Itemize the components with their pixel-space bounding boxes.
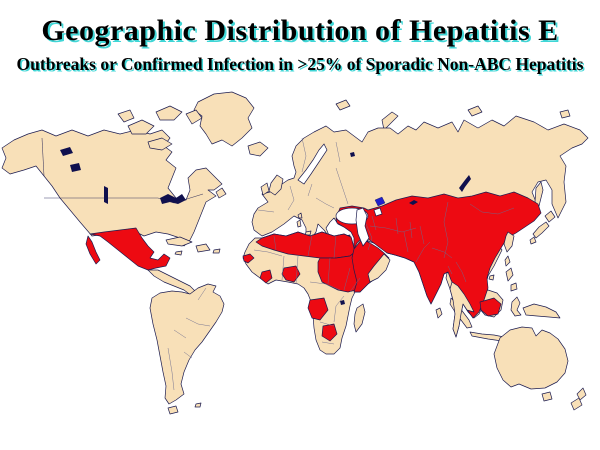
island-mindanao-philippines: [510, 282, 518, 292]
world-map: [1, 91, 589, 415]
border-alaska-canada: [41, 137, 45, 177]
lake-zaysan: [409, 200, 418, 205]
island-kyushu-japan: [529, 236, 537, 245]
lake-baikal: [459, 175, 471, 192]
lake-victoria: [340, 300, 345, 305]
arctic-island: [117, 109, 135, 123]
region-angola-endemic: [307, 297, 329, 321]
sea-baltic: [297, 143, 328, 185]
lake-great-bear: [60, 147, 73, 156]
borders-asia: [365, 201, 515, 283]
island-hokkaido-japan: [544, 210, 556, 223]
inland-seas: [297, 143, 383, 247]
region-oman-yemen-east: [367, 253, 391, 283]
island-falklands: [194, 402, 202, 408]
island-hispaniola: [195, 243, 211, 253]
sea-caspian: [355, 207, 370, 247]
region-cote-divoire-endemic: [259, 269, 273, 284]
page-title: Geographic Distribution of Hepatitis E: [41, 14, 559, 47]
continent-australia: [493, 326, 569, 390]
island-svalbard: [335, 99, 351, 111]
island-sicily: [304, 230, 312, 236]
borders-europe: [257, 167, 349, 213]
page-subtitle: Outbreaks or Confirmed Infection in >25%…: [16, 54, 584, 74]
island-new-zealand-south: [570, 397, 583, 411]
island-luzon-philippines: [505, 267, 514, 282]
island-java: [469, 331, 505, 342]
region-botswana-endemic: [321, 323, 338, 342]
border-us-canada: [44, 193, 204, 204]
lake-winnipeg: [104, 186, 108, 204]
border-scandinavia: [301, 137, 341, 173]
region-mexico-endemic: [89, 227, 171, 271]
arctic-island: [467, 105, 483, 117]
continent-north-america: [1, 129, 223, 247]
island-sulawesi: [510, 296, 522, 317]
island-taiwan: [504, 255, 511, 267]
region-kalimantan-endemic: [479, 297, 502, 317]
borders-south-america: [167, 287, 211, 391]
borders-africa: [253, 234, 361, 345]
lake-ladoga: [350, 152, 355, 157]
island-jamaica: [174, 250, 183, 256]
island-cuba: [165, 236, 193, 247]
island-greenland: [193, 91, 255, 147]
island-novaya-zemlya: [381, 111, 399, 131]
non-endemic-cutouts: [367, 231, 515, 338]
country-borders: [41, 137, 515, 391]
island-sardinia: [296, 219, 302, 228]
region-korea: [503, 231, 515, 253]
island-ireland: [260, 182, 270, 196]
island-puerto-rico: [212, 248, 221, 254]
region-senegal-endemic: [242, 253, 255, 264]
island-corsica: [297, 212, 303, 219]
region-nigeria-endemic: [281, 265, 301, 283]
island-sakhalin: [534, 181, 544, 207]
region-baja-california-endemic: [85, 235, 101, 265]
island-new-guinea: [522, 303, 561, 319]
lake-balkhash: [374, 196, 386, 207]
island-iceland: [247, 141, 269, 157]
region-thailand-malay: [449, 281, 475, 338]
island-hainan: [488, 274, 495, 281]
lake-great-slave: [70, 163, 81, 172]
island-madagascar: [353, 303, 366, 333]
island-tasmania: [541, 391, 553, 402]
island-sri-lanka: [435, 307, 443, 319]
sea-aral: [373, 207, 383, 217]
continent-south-america: [149, 283, 225, 405]
lakes: [60, 147, 471, 305]
arctic-island: [185, 109, 203, 125]
island-tierra-del-fuego: [167, 405, 179, 415]
region-asia-middle-east-endemic: [335, 191, 542, 319]
arctic-island: [559, 109, 571, 119]
island-newfoundland: [215, 187, 227, 199]
arctic-island: [147, 137, 173, 151]
island-honshu-japan: [532, 221, 550, 239]
arctic-island: [155, 105, 183, 121]
arctic-island: [127, 119, 155, 135]
